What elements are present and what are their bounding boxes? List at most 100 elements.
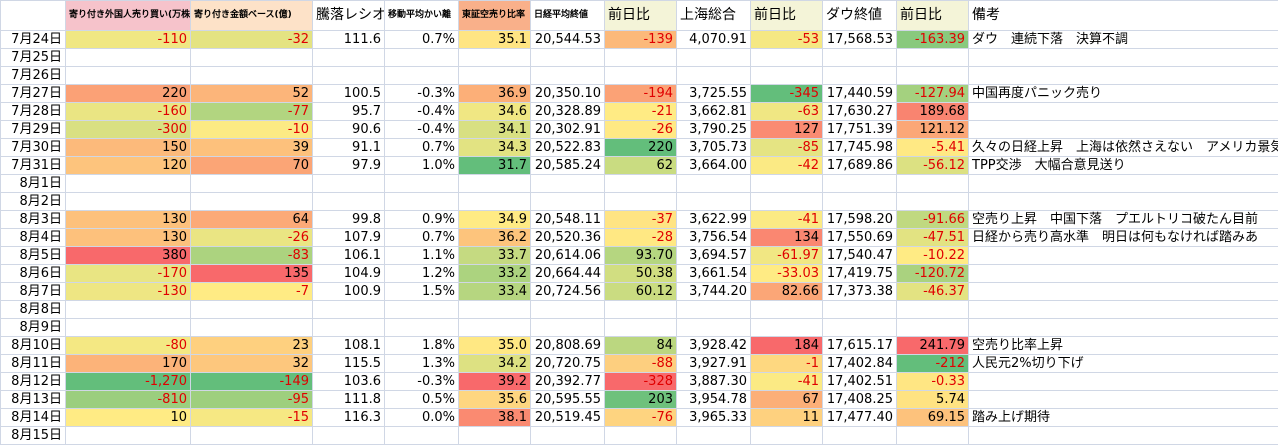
value-cell: 20,720.75 — [531, 355, 605, 373]
value-cell: 107.9 — [313, 229, 385, 247]
value-cell: 184 — [751, 337, 823, 355]
value-cell: 64 — [191, 211, 313, 229]
value-cell: 20,664.44 — [531, 265, 605, 283]
date-cell: 8月1日 — [1, 175, 66, 193]
value-cell: -26 — [605, 121, 677, 139]
note-cell: ダウ 連続下落 決算不調 — [969, 31, 1278, 49]
value-cell: 90.6 — [313, 121, 385, 139]
note-cell: 空売り上昇 中国下落 プエルトリコ破たん目前 — [969, 211, 1278, 229]
value-cell: 31.7 — [459, 157, 531, 175]
value-cell — [677, 193, 751, 211]
value-cell — [459, 49, 531, 67]
note-cell — [969, 175, 1278, 193]
value-cell: 3,622.99 — [677, 211, 751, 229]
date-cell: 8月12日 — [1, 373, 66, 391]
value-cell: 17,402.51 — [823, 373, 897, 391]
value-cell: 69.15 — [897, 409, 969, 427]
value-cell: 50.38 — [605, 265, 677, 283]
value-cell: 20,392.77 — [531, 373, 605, 391]
value-cell — [459, 301, 531, 319]
note-cell: 中国再度パニック売り — [969, 85, 1278, 103]
value-cell: -0.4% — [385, 103, 459, 121]
value-cell: 3,662.81 — [677, 103, 751, 121]
value-cell — [897, 301, 969, 319]
value-cell — [677, 67, 751, 85]
value-cell: -170 — [66, 265, 191, 283]
value-cell: 52 — [191, 85, 313, 103]
value-cell: 115.5 — [313, 355, 385, 373]
value-cell — [66, 319, 191, 337]
value-cell — [459, 67, 531, 85]
date-cell: 8月3日 — [1, 211, 66, 229]
value-cell: 20,544.53 — [531, 31, 605, 49]
value-cell — [66, 67, 191, 85]
value-cell: -810 — [66, 391, 191, 409]
value-cell: 220 — [605, 139, 677, 157]
header-cell: 騰落レシオ — [313, 1, 385, 31]
value-cell — [385, 175, 459, 193]
value-cell: -42 — [751, 157, 823, 175]
value-cell: 3,694.57 — [677, 247, 751, 265]
value-cell — [751, 301, 823, 319]
value-cell — [897, 175, 969, 193]
header-cell: 寄り付き外国人売り買い(万株) — [66, 1, 191, 31]
value-cell: -300 — [66, 121, 191, 139]
date-cell: 7月26日 — [1, 67, 66, 85]
value-cell: 20,328.89 — [531, 103, 605, 121]
value-cell — [605, 193, 677, 211]
value-cell: 35.6 — [459, 391, 531, 409]
value-cell: -33.03 — [751, 265, 823, 283]
value-cell: -83 — [191, 247, 313, 265]
value-cell: 11 — [751, 409, 823, 427]
header-cell: ダウ終値 — [823, 1, 897, 31]
value-cell: -130 — [66, 283, 191, 301]
date-cell: 8月10日 — [1, 337, 66, 355]
value-cell: -212 — [897, 355, 969, 373]
value-cell — [751, 319, 823, 337]
value-cell — [459, 319, 531, 337]
value-cell: -110 — [66, 31, 191, 49]
value-cell: 34.1 — [459, 121, 531, 139]
value-cell: 380 — [66, 247, 191, 265]
value-cell: 3,790.25 — [677, 121, 751, 139]
note-cell: 踏み上げ期待 — [969, 409, 1278, 427]
value-cell: 17,689.86 — [823, 157, 897, 175]
value-cell: -76 — [605, 409, 677, 427]
value-cell: 17,419.75 — [823, 265, 897, 283]
value-cell: 17,408.25 — [823, 391, 897, 409]
value-cell — [677, 301, 751, 319]
value-cell: 135 — [191, 265, 313, 283]
value-cell: 35.1 — [459, 31, 531, 49]
header-cell: 前日比 — [605, 1, 677, 31]
value-cell — [677, 49, 751, 67]
value-cell: 111.6 — [313, 31, 385, 49]
note-cell — [969, 391, 1278, 409]
value-cell: 121.12 — [897, 121, 969, 139]
value-cell: 67 — [751, 391, 823, 409]
value-cell: -0.3% — [385, 373, 459, 391]
value-cell: 3,705.73 — [677, 139, 751, 157]
value-cell: 104.9 — [313, 265, 385, 283]
value-cell: 130 — [66, 211, 191, 229]
value-cell: 3,661.54 — [677, 265, 751, 283]
value-cell: 20,302.91 — [531, 121, 605, 139]
value-cell — [313, 193, 385, 211]
value-cell: -0.33 — [897, 373, 969, 391]
value-cell — [313, 49, 385, 67]
value-cell: 170 — [66, 355, 191, 373]
value-cell: -61.97 — [751, 247, 823, 265]
value-cell: 20,519.45 — [531, 409, 605, 427]
value-cell: 33.2 — [459, 265, 531, 283]
value-cell: -53 — [751, 31, 823, 49]
header-cell — [1, 1, 66, 31]
value-cell — [751, 193, 823, 211]
value-cell: 1.0% — [385, 157, 459, 175]
value-cell: 93.70 — [605, 247, 677, 265]
value-cell: 106.1 — [313, 247, 385, 265]
